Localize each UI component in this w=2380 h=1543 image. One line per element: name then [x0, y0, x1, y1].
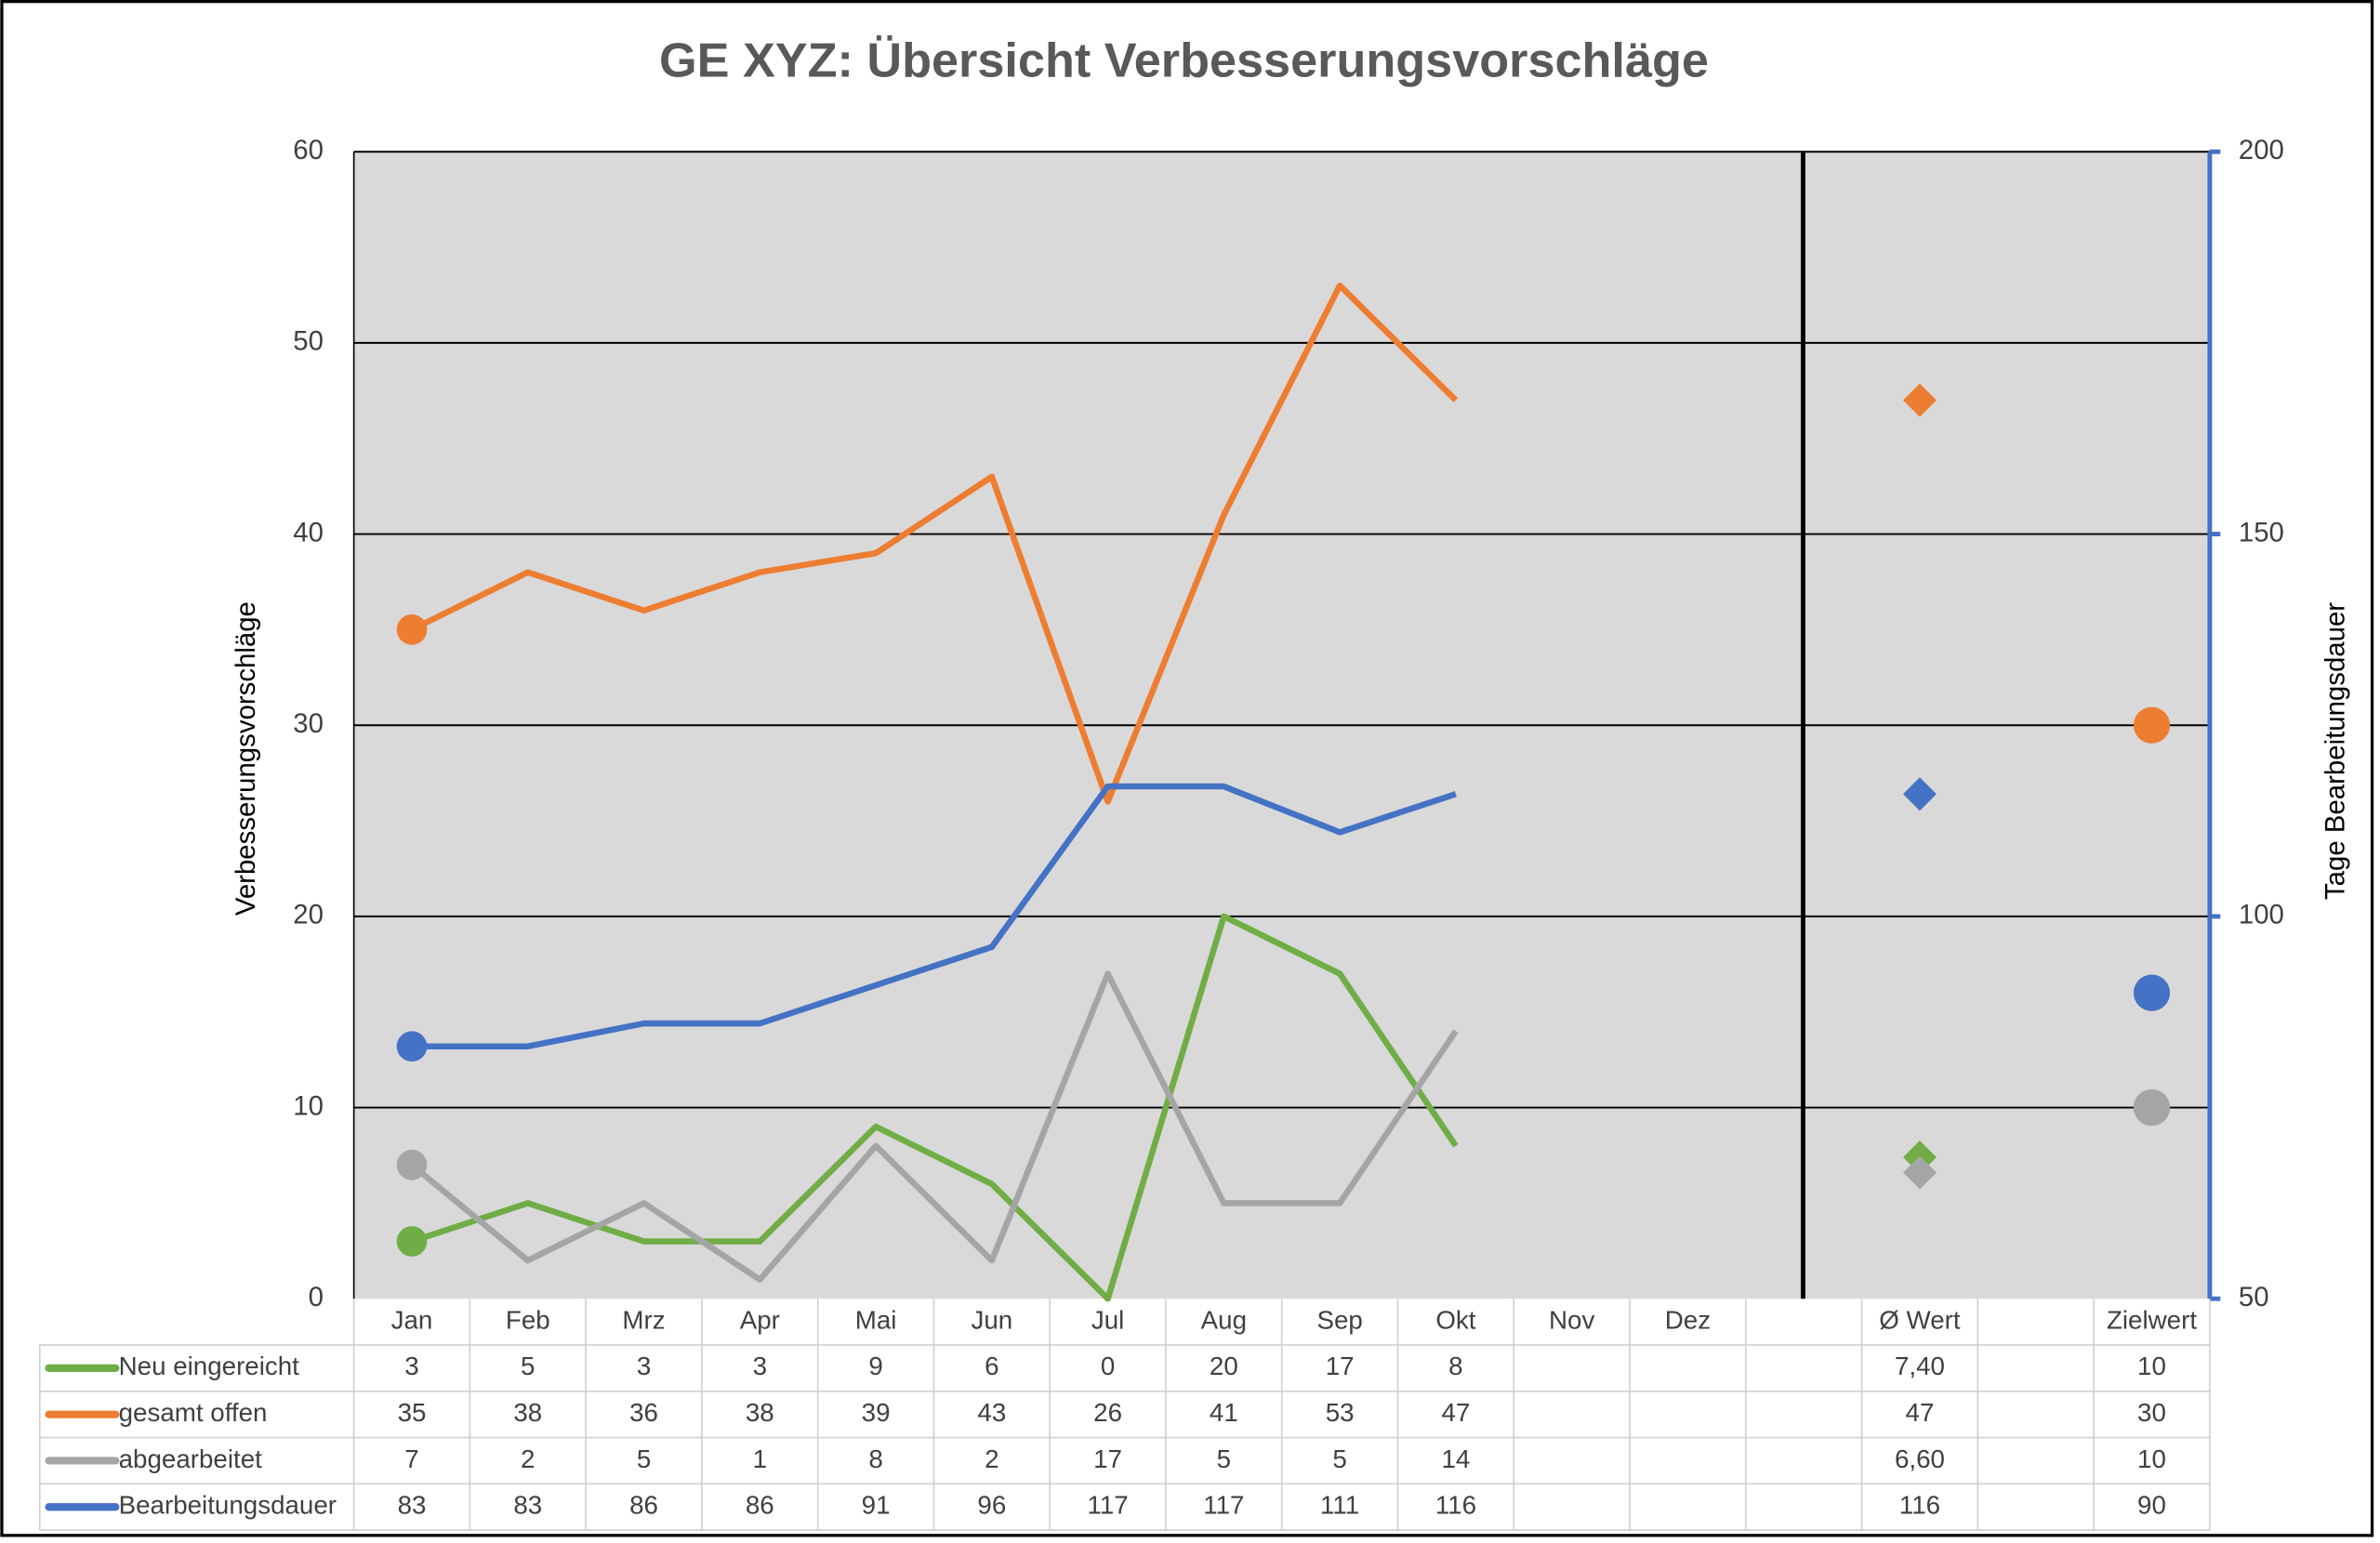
legend-label: Neu eingereicht — [119, 1352, 300, 1380]
y2-tick-label: 100 — [2239, 900, 2284, 930]
table-value: 2 — [985, 1444, 998, 1473]
x-tick-label: Jan — [391, 1305, 433, 1334]
table-value: 0 — [1101, 1352, 1115, 1380]
x-tick-label: Apr — [740, 1305, 780, 1334]
table-value: 17 — [1093, 1444, 1122, 1473]
table-value: 35 — [398, 1398, 427, 1427]
table-value: 90 — [2137, 1491, 2166, 1520]
table-value: 41 — [1210, 1398, 1238, 1427]
table-value: 7,40 — [1895, 1352, 1945, 1380]
legend-label: gesamt offen — [119, 1398, 268, 1427]
table-value: 6 — [985, 1352, 998, 1380]
x-tick-label: Okt — [1435, 1305, 1475, 1334]
x-tick-label: Mrz — [622, 1305, 665, 1334]
table-value: 43 — [977, 1398, 1006, 1427]
table-value: 3 — [637, 1352, 651, 1380]
y2-tick-label: 150 — [2239, 517, 2284, 547]
table-value: 9 — [868, 1352, 882, 1380]
y2-tick-label: 50 — [2239, 1282, 2269, 1312]
average-marker — [1903, 1155, 1937, 1190]
start-marker — [396, 1031, 428, 1062]
chart-title: GE XYZ: Übersicht Verbesserungsvorschläg… — [659, 33, 1709, 87]
table-value: 20 — [1210, 1352, 1238, 1380]
series-line — [409, 970, 1459, 1283]
series-line — [412, 783, 1457, 1049]
x-tick-label: Ø Wert — [1879, 1305, 1961, 1334]
table-value: 116 — [1899, 1491, 1940, 1520]
table-value: 36 — [629, 1398, 658, 1427]
y-tick-label: 60 — [293, 135, 324, 165]
target-marker — [2133, 1088, 2171, 1127]
x-tick-label: Aug — [1201, 1305, 1247, 1334]
table-value: 10 — [2137, 1444, 2166, 1473]
series-line — [410, 913, 1459, 1302]
table-value: 14 — [1441, 1444, 1470, 1473]
table-value: 53 — [1326, 1398, 1355, 1427]
y-tick-label: 0 — [309, 1282, 324, 1312]
y-tick-label: 30 — [293, 708, 324, 739]
table-value: 38 — [513, 1398, 542, 1427]
x-tick-label: Zielwert — [2107, 1305, 2197, 1334]
table-value: 86 — [629, 1491, 658, 1520]
table-value: 6,60 — [1895, 1444, 1945, 1473]
table-value: 5 — [1217, 1444, 1231, 1473]
target-marker — [2133, 706, 2171, 744]
x-tick-label: Nov — [1549, 1305, 1594, 1334]
y2-axis-title: Tage Bearbeitungsdauer — [2320, 602, 2351, 900]
x-tick-label: Mai — [855, 1305, 897, 1334]
start-marker — [396, 1149, 428, 1180]
table-value: 83 — [513, 1491, 542, 1520]
table-value: 96 — [977, 1491, 1006, 1520]
average-marker — [1903, 777, 1937, 811]
table-value: 1 — [753, 1444, 767, 1473]
table-value: 5 — [1332, 1444, 1346, 1473]
table-value: 30 — [2137, 1398, 2166, 1427]
table-value: 38 — [746, 1398, 774, 1427]
legend-label: Bearbeitungsdauer — [119, 1491, 337, 1520]
table-value: 111 — [1320, 1491, 1359, 1520]
table-value: 8 — [1448, 1352, 1462, 1380]
x-tick-label: Feb — [506, 1305, 550, 1334]
start-marker — [396, 614, 428, 645]
y-tick-label: 50 — [293, 326, 324, 357]
table-value: 10 — [2137, 1352, 2166, 1380]
table-value: 47 — [1906, 1398, 1935, 1427]
average-marker — [1903, 383, 1937, 417]
table-value: 2 — [521, 1444, 535, 1473]
x-tick-label: Jun — [971, 1305, 1012, 1334]
table-value: 5 — [637, 1444, 651, 1473]
target-marker — [2133, 974, 2171, 1011]
y-tick-label: 10 — [293, 1090, 324, 1121]
table-value: 91 — [862, 1491, 891, 1520]
table-value: 83 — [398, 1491, 427, 1520]
series-line — [410, 282, 1459, 805]
table-value: 116 — [1435, 1491, 1476, 1520]
table-value: 117 — [1087, 1491, 1128, 1520]
table-value: 39 — [862, 1398, 891, 1427]
table-value: 3 — [753, 1352, 767, 1380]
x-tick-label: Dez — [1665, 1305, 1711, 1334]
x-tick-label: Sep — [1316, 1305, 1362, 1334]
table-value: 3 — [404, 1352, 418, 1380]
table-value: 17 — [1326, 1352, 1355, 1380]
y-axis-title: Verbesserungsvorschläge — [231, 601, 261, 916]
table-value: 86 — [746, 1491, 774, 1520]
y-tick-label: 40 — [293, 517, 324, 547]
table-value: 47 — [1441, 1398, 1470, 1427]
start-marker — [396, 1226, 428, 1257]
table-value: 117 — [1203, 1491, 1244, 1520]
y-tick-label: 20 — [293, 900, 324, 930]
table-value: 7 — [404, 1444, 418, 1473]
table-value: 26 — [1093, 1398, 1122, 1427]
x-tick-label: Jul — [1091, 1305, 1124, 1334]
table-value: 5 — [521, 1352, 535, 1380]
legend-label: abgearbeitet — [119, 1444, 262, 1473]
table-value: 8 — [868, 1444, 882, 1473]
y2-tick-label: 200 — [2239, 135, 2284, 165]
